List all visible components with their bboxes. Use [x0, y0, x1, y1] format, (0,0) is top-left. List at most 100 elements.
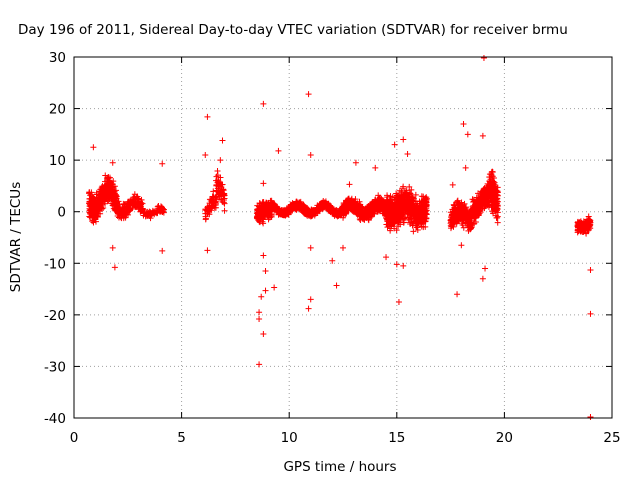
x-tick-label: 20	[496, 430, 513, 446]
data-point	[320, 201, 327, 208]
data-point	[260, 252, 267, 259]
y-tick-label: -10	[44, 256, 66, 272]
data-point	[256, 309, 263, 316]
data-point	[96, 189, 103, 196]
data-point	[354, 206, 361, 213]
data-point	[273, 204, 280, 211]
data-point	[414, 224, 421, 231]
y-tick-label: -40	[44, 411, 66, 427]
data-point	[493, 188, 500, 195]
data-point	[391, 141, 398, 148]
data-point	[402, 192, 409, 199]
data-point	[389, 221, 396, 228]
data-point	[205, 205, 212, 212]
x-tick-label: 0	[70, 430, 79, 446]
data-point	[400, 201, 407, 208]
data-point	[408, 186, 415, 193]
data-point	[217, 174, 224, 181]
data-point	[109, 159, 116, 166]
data-point	[221, 192, 228, 199]
data-point	[156, 205, 163, 212]
data-point	[344, 205, 351, 212]
data-point	[275, 147, 282, 154]
data-point	[471, 198, 478, 205]
data-point	[307, 244, 314, 251]
y-tick-label: 30	[49, 50, 66, 66]
data-point	[399, 185, 406, 192]
data-point	[221, 200, 228, 207]
data-point	[256, 361, 263, 368]
data-point	[333, 282, 340, 289]
data-point	[320, 204, 327, 211]
data-point	[219, 137, 226, 144]
data-point	[333, 211, 340, 218]
data-point	[87, 203, 94, 210]
data-point	[473, 212, 480, 219]
data-point	[487, 183, 494, 190]
data-point	[405, 198, 412, 205]
y-tick-label: 20	[49, 102, 66, 118]
data-point	[92, 218, 99, 225]
data-point	[459, 217, 466, 224]
data-point	[490, 178, 497, 185]
data-point	[100, 194, 107, 201]
data-point	[144, 212, 151, 219]
y-tick-labels: -40 -30 -20 -10 0 10 20 30	[44, 50, 66, 427]
grid-lines	[74, 57, 612, 418]
data-point	[300, 208, 307, 215]
y-tick-label: -30	[44, 359, 66, 375]
data-point	[106, 183, 113, 190]
data-point	[93, 202, 100, 209]
data-point	[487, 195, 494, 202]
data-point	[389, 201, 396, 208]
data-point	[406, 183, 413, 190]
data-point	[149, 210, 156, 217]
data-point	[299, 207, 306, 214]
data-point	[423, 199, 430, 206]
x-tick-label: 5	[177, 430, 186, 446]
data-point	[357, 217, 364, 224]
data-point	[352, 159, 359, 166]
data-point	[95, 194, 102, 201]
data-point	[366, 212, 373, 219]
data-point	[262, 213, 269, 220]
data-point	[462, 209, 469, 216]
data-point	[413, 209, 420, 216]
data-point	[204, 247, 211, 254]
data-point	[479, 204, 486, 211]
data-point	[268, 213, 275, 220]
data-point	[343, 197, 350, 204]
data-point	[307, 151, 314, 158]
data-point	[305, 305, 312, 312]
data-point	[273, 203, 280, 210]
data-point	[100, 184, 107, 191]
data-point	[96, 197, 103, 204]
data-point	[202, 151, 209, 158]
data-point	[283, 209, 290, 216]
data-point	[415, 219, 422, 226]
data-point	[409, 194, 416, 201]
data-point	[372, 164, 379, 171]
data-point	[402, 207, 409, 214]
data-point	[392, 217, 399, 224]
data-point	[88, 212, 95, 219]
data-point	[384, 205, 391, 212]
data-point	[371, 199, 378, 206]
data-point	[209, 204, 216, 211]
data-point	[487, 192, 494, 199]
data-point	[485, 203, 492, 210]
data-point	[109, 244, 116, 251]
data-point	[454, 291, 461, 298]
data-point	[330, 206, 337, 213]
data-point	[111, 203, 118, 210]
data-point	[221, 207, 228, 214]
data-point	[202, 213, 209, 220]
data-point	[492, 212, 499, 219]
data-point	[587, 413, 594, 420]
data-point	[346, 201, 353, 208]
data-point	[422, 198, 429, 205]
data-point	[367, 209, 374, 216]
data-point	[329, 257, 336, 264]
data-point	[416, 200, 423, 207]
